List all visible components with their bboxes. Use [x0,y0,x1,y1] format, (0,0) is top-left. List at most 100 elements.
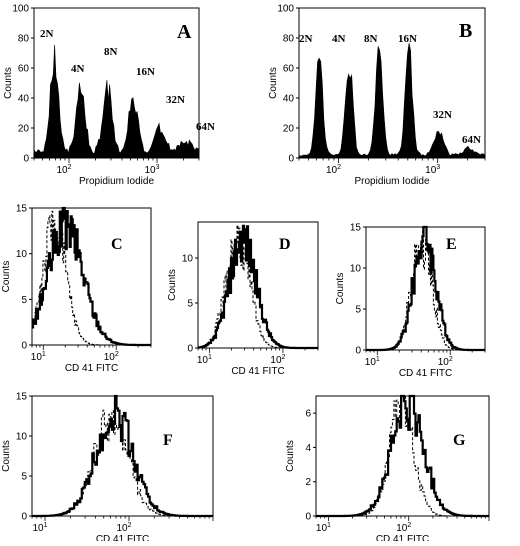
ploidy-label: 2N [40,28,54,40]
ploidy-label: 8N [364,33,378,45]
series-dashed [32,210,151,346]
series-dashed [366,226,485,351]
ploidy-label: 4N [332,33,346,45]
plot-frame [315,395,490,517]
ploidy-label: 32N [433,109,452,121]
y-tick-label: 10 [350,264,362,275]
y-tick-label: 5 [187,299,193,310]
x-axis-label: CD 41 FITC [376,534,429,541]
y-tick-label: 10 [182,254,194,265]
y-tick-label: 0 [305,512,311,523]
y-tick-label: 100 [277,4,294,15]
y-tick-label: 0 [288,154,294,165]
y-tick-label: 5 [21,295,27,306]
y-tick-label: 5 [355,305,361,316]
ploidy-label: 32N [166,94,185,106]
y-tick-label: 60 [18,64,30,75]
ploidy-label: 16N [136,66,155,78]
panel-b: 2N 4N 8N 16N 32N 64N 0 20 40 60 80 100 102 103Propidi… [268,4,486,187]
x-tick-label: 103 [425,164,440,176]
y-tick-label: 4 [305,443,311,454]
y-tick-label: 80 [18,34,30,45]
series-dashed [316,395,489,517]
series-solid [31,206,151,347]
panel-letter: G [453,432,466,449]
plot-frame [33,7,200,159]
plot-frame [31,207,152,346]
y-tick-label: 0 [187,344,193,355]
histogram-a [33,44,200,159]
x-axis-label: Propidium Iodide [79,176,154,187]
y-axis-label: Counts [285,440,296,472]
ploidy-label: 64N [462,134,481,146]
y-tick-label: 40 [18,94,30,105]
series-solid [197,224,318,350]
series-solid [32,394,213,518]
series-solid [316,394,489,518]
x-tick-label: 101 [316,522,331,534]
y-tick-label: 10 [16,432,28,443]
y-tick-label: 20 [18,124,30,135]
y-tick-label: 6 [305,409,311,420]
y-axis-label: Counts [1,261,12,293]
ploidy-label: 2N [299,33,313,45]
x-tick-label: 102 [326,164,341,176]
x-tick-label: 101 [32,522,47,534]
panel-a: 2N 4N 8N 16N 32N 64N 0 20 40 60 80 100 102 103Propidi… [3,4,215,188]
x-tick-label: 102 [270,354,285,366]
plot-frame [31,395,214,517]
y-axis-label: Counts [167,269,178,301]
ploidy-label: 4N [71,63,85,75]
y-tick-label: 80 [283,34,295,45]
y-tick-label: 20 [283,124,295,135]
y-axis-label: Counts [3,67,14,99]
y-tick-label: 10 [16,249,28,260]
x-axis-label: Propidium Iodide [354,176,429,187]
y-tick-label: 40 [283,94,295,105]
ploidy-label: 16N [398,33,417,45]
x-tick-label: 101 [31,351,46,363]
panel-letter: F [163,432,173,449]
plot-frame [298,7,486,159]
y-tick-label: 0 [355,346,361,357]
y-tick-label: 0 [21,341,27,352]
plot-frame [197,221,319,349]
x-axis-label: CD 41 FITC [399,368,452,379]
y-tick-label: 0 [21,512,27,523]
y-axis-label: Counts [335,273,346,305]
x-axis-label: CD 41 FITC [231,366,284,377]
ploidy-label: 8N [104,46,118,58]
y-tick-label: 2 [305,477,311,488]
x-tick-label: 102 [116,522,131,534]
y-tick-label: 5 [21,472,27,483]
panel-letter: C [111,236,123,253]
x-axis-label: CD 41 FITC [65,363,118,374]
panel-letter: E [446,236,457,253]
x-tick-label: 102 [57,164,72,176]
histogram-b [298,42,486,159]
x-tick-label: 103 [144,164,159,176]
plot-frame [365,226,486,351]
ploidy-label: 64N [196,121,215,133]
y-tick-label: 15 [350,223,362,234]
x-axis-label: CD 41 FITC [96,534,149,541]
y-axis-label: Counts [1,440,12,472]
panel-letter: A [177,21,192,43]
x-tick-label: 101 [197,354,212,366]
panel-letter: D [279,236,291,253]
y-tick-label: 15 [16,392,28,403]
y-axis-label: Counts [268,67,279,99]
y-tick-label: 0 [23,154,29,165]
x-tick-label: 101 [365,356,380,368]
y-tick-label: 60 [283,64,295,75]
y-tick-label: 100 [12,4,29,15]
x-tick-label: 102 [104,351,119,363]
x-tick-label: 102 [438,356,453,368]
y-tick-label: 15 [16,204,28,215]
